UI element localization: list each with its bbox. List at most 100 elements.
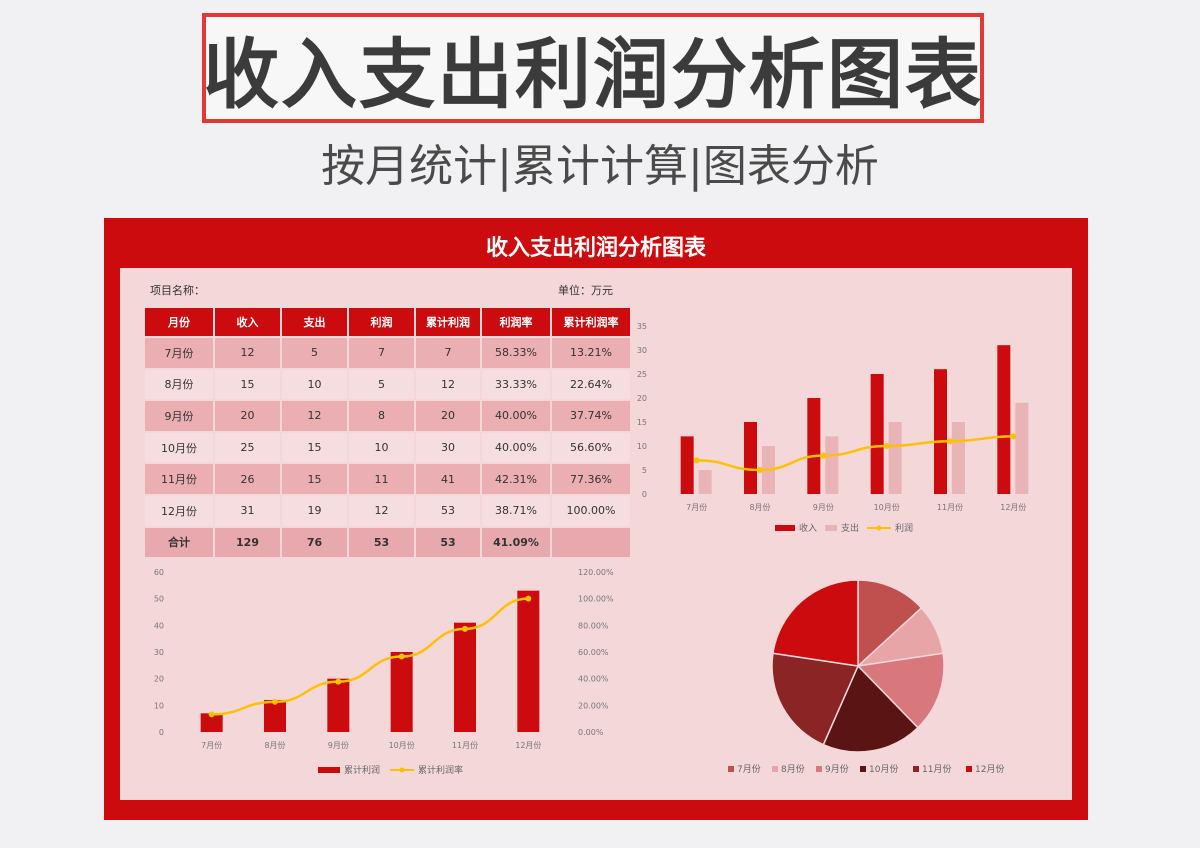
table-cell: 9月份 xyxy=(145,401,215,433)
y2-tick-label: 20.00% xyxy=(578,701,609,710)
profit-point xyxy=(947,438,953,445)
cumulative-profit-bar xyxy=(390,652,413,732)
x-tick-label: 10月份 xyxy=(389,740,415,750)
table-cell: 12 xyxy=(215,338,282,370)
table-cell: 10 xyxy=(349,432,416,465)
table-cell: 40.00% xyxy=(482,401,552,433)
expense-bar xyxy=(1015,402,1029,494)
pie-slice xyxy=(822,664,919,753)
income-bar xyxy=(870,374,884,494)
table-cell: 53 xyxy=(416,495,482,528)
table-cell: 20 xyxy=(215,401,282,433)
expense-bar xyxy=(888,422,902,494)
spreadsheet-panel: 收入支出利润分析图表 项目名称： 单位：万元 月份 收入 支出 利润 累计利润 利润率 累计… xyxy=(104,218,1088,820)
table-total-cell: 合计 xyxy=(145,527,215,560)
table-cell: 38.71% xyxy=(482,495,552,528)
profit-point xyxy=(1010,433,1017,440)
pie-legend-swatch xyxy=(772,766,778,772)
y2-tick-label: 80.00% xyxy=(578,621,609,630)
y2-tick-label: 120.00% xyxy=(578,568,614,577)
expense-bar xyxy=(952,422,965,494)
pie-legend-label: 11月份 xyxy=(922,763,951,775)
y-tick-label: 30 xyxy=(154,648,164,657)
y2-tick-label: 40.00% xyxy=(578,675,609,684)
table-header-cell: 累计利润率 xyxy=(552,308,632,338)
x-tick-label: 7月份 xyxy=(201,740,222,750)
pie-legend-label: 7月份 xyxy=(737,763,761,775)
table-total-cell: 53 xyxy=(416,527,482,560)
pie-slice xyxy=(771,652,860,746)
legend-swatch-income xyxy=(775,525,795,531)
table-cell: 7 xyxy=(349,338,416,370)
y-tick-label: 35 xyxy=(637,322,647,331)
table-cell: 8月份 xyxy=(145,369,215,402)
cumulative-profit-bar xyxy=(200,713,223,732)
table-cell: 30 xyxy=(416,432,482,465)
table-header-cell: 支出 xyxy=(282,308,349,338)
y2-tick-label: 100.00% xyxy=(578,595,614,604)
table-cell: 12 xyxy=(282,401,349,433)
legend-label-cumulative-rate: 累计利润率 xyxy=(418,764,463,776)
x-tick-label: 7月份 xyxy=(686,502,707,512)
table-cell: 26 xyxy=(215,464,282,496)
legend-label-expense: 支出 xyxy=(841,522,859,534)
cumulative-rate-point xyxy=(462,625,468,632)
table-cell: 11 xyxy=(349,464,416,496)
table-header-cell: 利润 xyxy=(349,308,416,338)
cumulative-rate-point xyxy=(208,711,215,718)
pie-legend-label: 9月份 xyxy=(825,763,849,775)
table-body: 7月份 12 5 7 7 58.33% 13.21% 8月份 15 10 5 12 33.33% 22.6… xyxy=(145,338,632,560)
y-tick-label: 20 xyxy=(154,675,164,684)
legend-label-income: 收入 xyxy=(799,522,817,534)
table-cell: 7 xyxy=(416,338,482,370)
expense-bar xyxy=(698,470,712,494)
pie-legend-swatch xyxy=(966,766,972,772)
data-table: 月份 收入 支出 利润 累计利润 利润率 累计利润率 7月份 12 5 7 7 58.33% 13.21… xyxy=(145,308,632,560)
table-total-cell: 41.09% xyxy=(482,527,552,560)
y-tick-label: 0 xyxy=(642,490,647,499)
table-cell: 25 xyxy=(215,432,282,465)
x-tick-label: 11月份 xyxy=(452,740,478,750)
y-tick-label: 0 xyxy=(159,728,164,737)
profit-point xyxy=(757,467,763,473)
cumulative-profit-chart: 0 10 20 30 40 50 60 0.00% 20.00% 40.00% 60.00% 80.0… xyxy=(154,568,614,776)
pie-legend-swatch xyxy=(816,766,822,772)
table-row: 8月份 15 10 5 12 33.33% 22.64% xyxy=(145,369,632,402)
cumulative-rate-point xyxy=(272,698,278,705)
table-cell: 31 xyxy=(215,495,282,528)
income-bar xyxy=(744,422,757,494)
table-header-cell: 利润率 xyxy=(482,308,552,338)
table-cell: 20 xyxy=(416,401,482,433)
table-cell: 10月份 xyxy=(145,432,215,465)
x-tick-label: 8月份 xyxy=(749,502,770,512)
x-tick-label: 12月份 xyxy=(515,740,541,750)
table-cell: 10 xyxy=(282,369,349,402)
table-cell: 13.21% xyxy=(552,338,632,370)
income-bar xyxy=(807,398,821,494)
table-cell: 12月份 xyxy=(145,495,215,528)
profit-point xyxy=(820,452,827,459)
profit-point xyxy=(693,457,700,464)
cumulative-rate-point xyxy=(525,595,532,602)
table-cell: 100.00% xyxy=(552,495,632,528)
pie-slice xyxy=(856,652,945,729)
table-row: 11月份 26 15 11 41 42.31% 77.36% xyxy=(145,464,632,496)
table-row: 7月份 12 5 7 7 58.33% 13.21% xyxy=(145,338,632,370)
table-total-cell xyxy=(552,527,632,560)
pie-legend-label: 12月份 xyxy=(975,763,1004,775)
table-row: 9月份 20 12 8 20 40.00% 37.74% xyxy=(145,401,632,433)
pie-legend-swatch xyxy=(728,766,734,772)
y-tick-label: 10 xyxy=(637,442,647,451)
pie-legend-label: 10月份 xyxy=(869,763,898,775)
y-tick-label: 5 xyxy=(642,466,647,475)
cumulative-profit-bar xyxy=(327,678,350,732)
y-tick-label: 60 xyxy=(154,568,164,577)
hero-title: 收入支出利润分析图表 xyxy=(203,30,983,119)
table-cell: 12 xyxy=(349,495,416,528)
table-cell: 15 xyxy=(215,369,282,402)
cumulative-profit-bar xyxy=(454,622,476,732)
y-tick-label: 50 xyxy=(154,595,164,604)
table-cell: 8 xyxy=(349,401,416,433)
table-cell: 56.60% xyxy=(552,432,632,465)
x-tick-label: 10月份 xyxy=(874,502,900,512)
